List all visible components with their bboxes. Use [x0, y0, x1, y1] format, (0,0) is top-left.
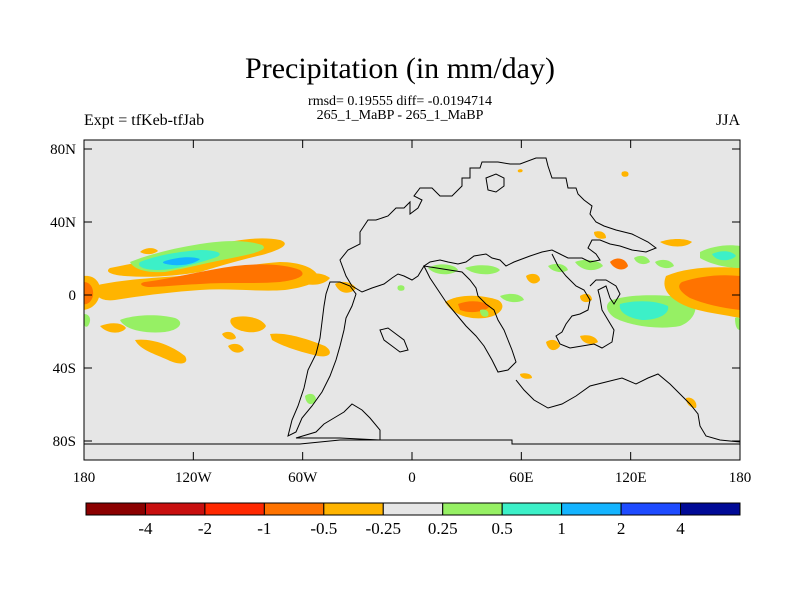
anomaly-spacific-yellow5 [228, 343, 244, 353]
experiment-label: Expt = tfKeb-tfJab [84, 112, 205, 129]
colorbar-swatch [204, 502, 265, 516]
y-tick-label: 80S [53, 434, 76, 450]
season-label: JJA [715, 112, 740, 129]
anomaly-sea-green1 [548, 263, 568, 273]
coastline-southeast-asia [551, 253, 621, 349]
x-tick-label: 0 [408, 470, 416, 486]
colorbar-swatch [85, 502, 146, 516]
anomaly-atlantic-green-small [397, 285, 405, 291]
anomaly-nwpacific-small-orange [140, 248, 158, 255]
colorbar-label: -4 [138, 519, 153, 538]
colorbar-label: 1 [557, 519, 566, 538]
colorbar-swatch [263, 502, 325, 516]
coastline-australia [515, 373, 741, 443]
anomaly-indonesia-yellow [546, 339, 560, 351]
anomaly-spacific-yellow6 [222, 331, 236, 340]
y-tick-label: 40N [50, 215, 76, 231]
colorbar-label: -0.5 [310, 519, 337, 538]
colorbar-label: 0.5 [492, 519, 513, 538]
x-tick-label: 60E [509, 470, 533, 486]
colorbar-label: 0.25 [428, 519, 458, 538]
anomaly-japan-yellow [621, 171, 629, 177]
x-tick-label: 120E [615, 470, 647, 486]
coastline-madagascar [379, 327, 409, 353]
colorbar-swatch [620, 502, 682, 516]
anomaly-tasman-yellow [686, 397, 697, 408]
anomaly-spacific-yellow2 [135, 339, 187, 364]
anomaly-spacific-yellow4 [270, 333, 330, 357]
colorbar-swatch [442, 502, 503, 516]
colorbar-label: 2 [617, 519, 626, 538]
map-title: Precipitation (in mm/day) [245, 52, 555, 85]
x-tick-label: 60W [288, 470, 318, 486]
anomaly-dateline-orange [84, 282, 94, 305]
coastline-antarctica [84, 403, 740, 445]
stats-experiment-pair: 265_1_MaBP - 265_1_MaBP [316, 108, 484, 123]
anomaly-sea-yellow [594, 231, 606, 239]
precip-anomaly-shading [84, 169, 740, 408]
y-tick-label: 80N [50, 142, 76, 158]
colorbar-swatch [323, 502, 384, 516]
anomaly-spacific-yellow3 [230, 316, 266, 333]
anomaly-arctic-yellow [517, 169, 523, 173]
coastline-south-america [287, 281, 357, 437]
anomaly-dateline-east-green [735, 317, 740, 330]
anomaly-sahel-green2 [465, 265, 500, 275]
anomaly-spcz-green [120, 315, 181, 333]
y-tick-label: 0 [69, 288, 77, 304]
y-ticks: 80N 40N 0 40S 80S [50, 142, 740, 450]
anomaly-indian-yellow3 [520, 373, 532, 379]
colorbar-swatch [144, 502, 206, 516]
colorbar-swatch [501, 502, 563, 516]
coastline-africa [423, 265, 517, 373]
anomaly-australia-yellow1 [580, 335, 598, 344]
colorbar-swatch [680, 502, 741, 516]
anomaly-sea-green4 [655, 259, 674, 269]
colorbar-label: 4 [676, 519, 685, 538]
anomaly-satlantic-green [305, 393, 316, 405]
anomaly-dateline-south-green [84, 314, 91, 327]
anomaly-nwpacific-blue [162, 257, 200, 266]
anomaly-itcz-orange [141, 264, 303, 287]
anomaly-wpac-cyan-ne [712, 251, 736, 261]
stats-rmsd-diff: rmsd= 0.19555 diff= -0.0194714 [308, 94, 492, 109]
stats-block: rmsd= 0.19555 diff= -0.0194714 265_1_MaB… [0, 95, 800, 123]
coastlines [84, 157, 741, 445]
anomaly-sea-orange [610, 258, 628, 270]
anomaly-sea-green3 [634, 255, 650, 265]
coastline-north-america [339, 157, 658, 293]
colorbar-swatch [382, 502, 444, 516]
colorbar: -4 -2 -1 -0.5 -0.25 0.25 0.5 1 2 4 [85, 502, 741, 538]
anomaly-indian-green1 [500, 293, 524, 303]
anomaly-wpac-yellow-north [660, 239, 692, 247]
anomaly-sea-green2 [575, 259, 603, 271]
anomaly-indian-green2 [480, 309, 489, 317]
colorbar-label: -2 [198, 519, 212, 538]
anomaly-indian-orange [458, 301, 490, 313]
x-tick-label: 180 [729, 470, 752, 486]
y-tick-label: 40S [53, 361, 76, 377]
colorbar-swatch [561, 502, 622, 516]
anomaly-sea-small-yellow [580, 293, 592, 303]
anomaly-eastpacific-small [300, 273, 330, 285]
x-tick-label: 120W [175, 470, 213, 486]
anomaly-spacific-yellow1 [100, 323, 126, 333]
anomaly-indian-yellow2 [526, 273, 540, 284]
coastline-greenland [485, 173, 505, 193]
anomaly-wpac-cyan [619, 301, 669, 320]
x-ticks: 180 120W 60W 0 60E 120E 180 [73, 140, 752, 486]
colorbar-label: -1 [257, 519, 271, 538]
colorbar-label: -0.25 [366, 519, 401, 538]
x-tick-label: 180 [73, 470, 96, 486]
anomaly-wpac-orange-band [679, 275, 740, 310]
